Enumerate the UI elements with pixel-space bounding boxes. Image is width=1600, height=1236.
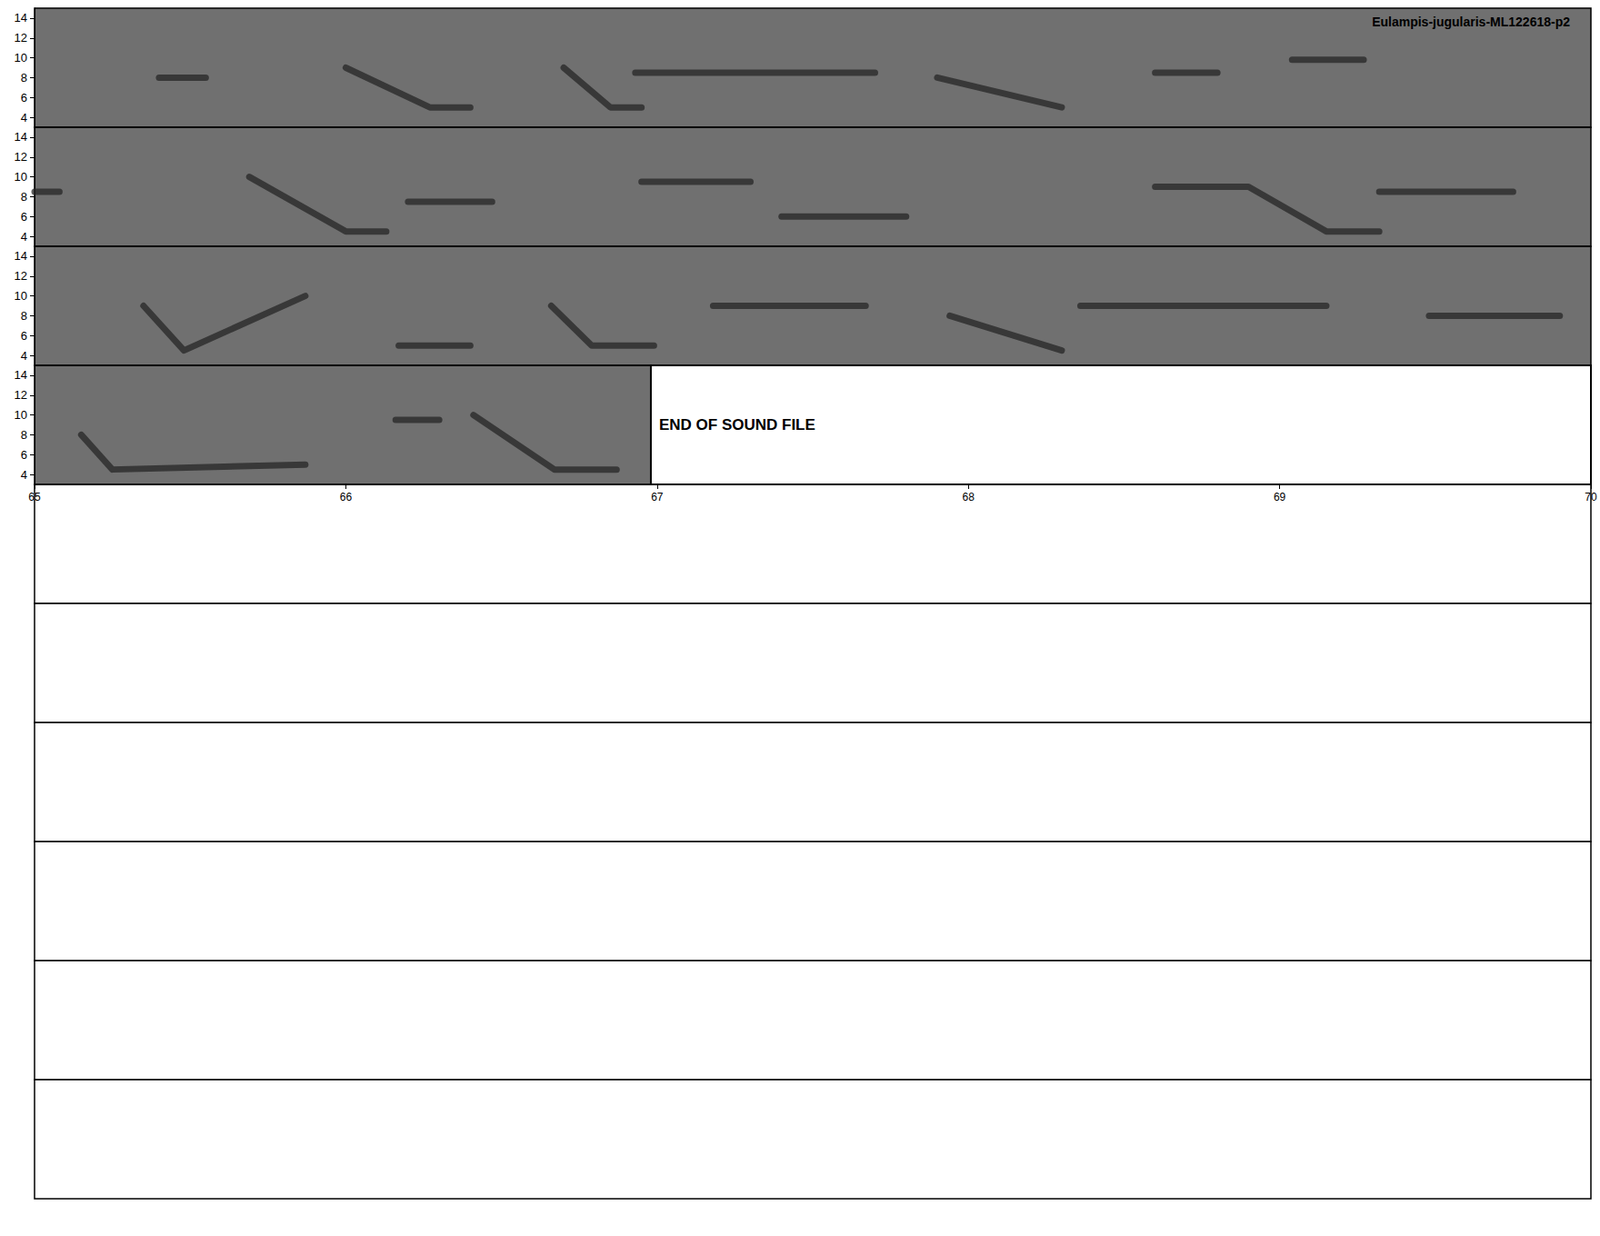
svg-text:4: 4 <box>20 349 28 363</box>
svg-text:14: 14 <box>14 249 28 263</box>
svg-text:12: 12 <box>14 150 28 164</box>
svg-text:8: 8 <box>20 309 28 323</box>
svg-text:6: 6 <box>20 329 28 343</box>
svg-text:14: 14 <box>14 368 28 382</box>
svg-text:10: 10 <box>14 170 28 184</box>
svg-text:6: 6 <box>20 448 28 462</box>
svg-text:10: 10 <box>14 50 28 65</box>
svg-text:66: 66 <box>340 490 353 504</box>
svg-text:12: 12 <box>14 269 28 283</box>
svg-text:8: 8 <box>20 70 28 85</box>
svg-text:6: 6 <box>20 210 28 224</box>
svg-text:65: 65 <box>28 490 41 504</box>
svg-text:68: 68 <box>962 490 976 504</box>
svg-text:10: 10 <box>14 408 28 422</box>
svg-text:8: 8 <box>20 428 28 442</box>
svg-text:6: 6 <box>20 90 28 105</box>
svg-text:70: 70 <box>1584 490 1598 504</box>
svg-text:14: 14 <box>14 10 28 25</box>
svg-text:8: 8 <box>20 190 28 204</box>
svg-text:10: 10 <box>14 289 28 303</box>
svg-text:4: 4 <box>20 230 28 244</box>
svg-text:4: 4 <box>20 468 28 482</box>
svg-text:Eulampis-jugularis-ML122618-p2: Eulampis-jugularis-ML122618-p2 <box>1371 14 1570 30</box>
svg-text:14: 14 <box>14 130 28 144</box>
svg-text:4: 4 <box>20 110 28 125</box>
svg-text:67: 67 <box>650 490 664 504</box>
svg-text:12: 12 <box>14 388 28 402</box>
svg-text:69: 69 <box>1273 490 1287 504</box>
svg-text:END OF SOUND FILE: END OF SOUND FILE <box>659 416 816 434</box>
svg-text:12: 12 <box>14 30 28 45</box>
